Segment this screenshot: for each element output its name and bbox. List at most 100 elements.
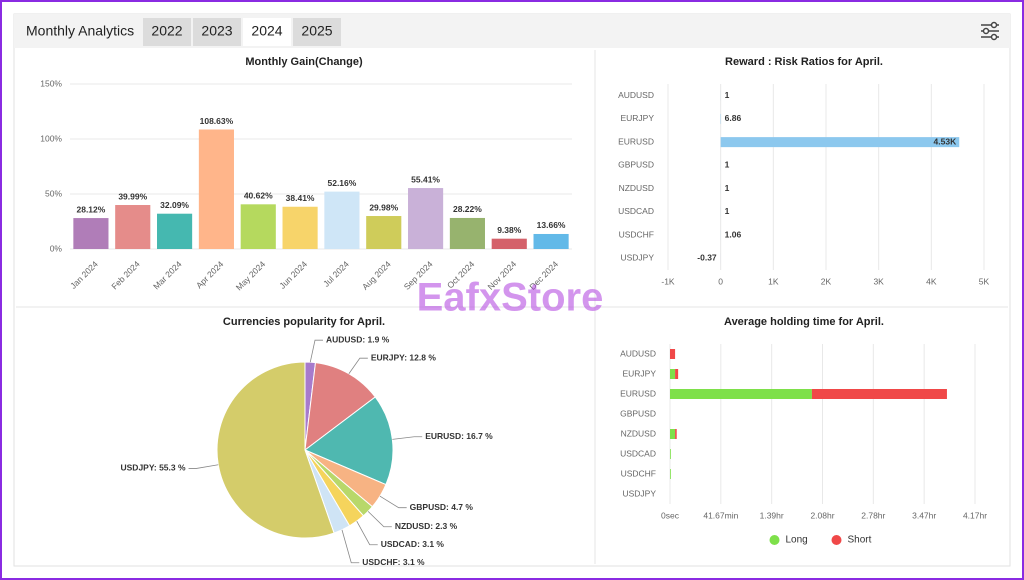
leader-line xyxy=(379,495,407,509)
leader-line xyxy=(188,464,219,469)
y-tick-label: 0% xyxy=(50,243,63,253)
data-label: AUDUSD: 1.9 % xyxy=(326,334,390,344)
tab-label[interactable]: 2024 xyxy=(251,23,282,39)
chart-title: Currencies popularity for April. xyxy=(223,316,385,328)
data-label: GBPUSD: 4.7 % xyxy=(410,502,474,512)
bar xyxy=(491,238,527,249)
x-tick-label: 3K xyxy=(873,276,884,286)
data-label: NZDUSD: 2.3 % xyxy=(395,521,458,531)
y-tick-label: USDJPY xyxy=(620,253,654,263)
data-label: EURJPY: 12.8 % xyxy=(371,352,436,362)
y-tick-label: AUDUSD xyxy=(618,90,654,100)
bar xyxy=(366,216,402,249)
y-tick-label: EURJPY xyxy=(620,113,654,123)
data-label: 29.98% xyxy=(369,202,398,212)
x-tick-label: 41.67min xyxy=(703,510,738,520)
bar-segment xyxy=(670,469,671,479)
leader-line xyxy=(341,529,360,564)
data-label: 32.09% xyxy=(160,200,189,210)
data-label: 9.38% xyxy=(497,225,522,235)
data-label: 39.99% xyxy=(118,191,147,201)
bar xyxy=(449,217,485,249)
bar-segment xyxy=(675,429,677,439)
bar xyxy=(198,129,234,249)
header-title: Monthly Analytics xyxy=(26,23,134,39)
data-label: 38.41% xyxy=(286,193,315,203)
y-tick-label: AUDUSD xyxy=(620,348,656,358)
bar-segment xyxy=(670,369,676,379)
chart-title: Monthly Gain(Change) xyxy=(245,56,363,68)
tab[interactable] xyxy=(293,18,341,46)
bar xyxy=(408,188,444,249)
data-label: USDJPY: 55.3 % xyxy=(121,463,186,473)
x-tick-label: 2K xyxy=(821,276,832,286)
data-label: 28.12% xyxy=(76,204,105,214)
data-label: 40.62% xyxy=(244,191,273,201)
data-label: -0.37 xyxy=(697,253,717,263)
tabs: 2022 2023 2024 2025 xyxy=(143,18,341,46)
data-label: 28.22% xyxy=(453,204,482,214)
data-label: 55.41% xyxy=(411,174,440,184)
tab[interactable] xyxy=(143,18,191,46)
bar-segment xyxy=(670,349,676,359)
leader-line xyxy=(309,339,323,363)
x-tick-label: 4K xyxy=(926,276,937,286)
bar xyxy=(533,233,569,249)
chart-title: Average holding time for April. xyxy=(724,316,884,328)
x-tick-label: 5K xyxy=(979,276,990,286)
data-label: 6.86 xyxy=(725,113,742,123)
data-label: 1 xyxy=(725,160,730,170)
bar xyxy=(157,213,193,249)
data-label: USDCAD: 3.1 % xyxy=(381,539,445,549)
bar-segment xyxy=(670,449,671,459)
data-label: 4.53K xyxy=(934,136,958,146)
x-tick-label: 1.39hr xyxy=(760,510,784,520)
legend-marker xyxy=(769,535,780,545)
bar xyxy=(324,191,360,249)
y-tick-label: USDCHF xyxy=(621,468,656,478)
data-label: USDCHF: 3.1 % xyxy=(362,557,425,567)
y-tick-label: USDCAD xyxy=(618,206,654,216)
data-label: 52.16% xyxy=(327,178,356,188)
y-tick-label: USDCAD xyxy=(620,448,656,458)
legend-label: Short xyxy=(848,535,872,546)
data-label: EURUSD: 16.7 % xyxy=(425,431,493,441)
y-tick-label: EURUSD xyxy=(620,388,656,398)
bar-segment xyxy=(811,389,947,399)
leader-line xyxy=(356,520,378,546)
bar-segment xyxy=(675,369,679,379)
y-tick-label: NZDUSD xyxy=(621,428,656,438)
pie-slice xyxy=(304,362,376,452)
bar-segment xyxy=(670,429,676,439)
tab-label[interactable]: 2025 xyxy=(301,23,332,39)
x-tick-label: 2.78hr xyxy=(861,510,885,520)
data-label: 13.66% xyxy=(537,220,566,230)
y-tick-label: EURJPY xyxy=(622,368,656,378)
bar xyxy=(720,137,960,148)
leader-line xyxy=(348,357,368,374)
bar xyxy=(115,205,151,249)
bar xyxy=(73,218,109,249)
panel xyxy=(13,13,1011,567)
tab[interactable] xyxy=(243,18,291,46)
x-tick-label: 0 xyxy=(718,276,723,286)
bar xyxy=(282,206,318,249)
data-label: 1 xyxy=(725,206,730,216)
y-tick-label: 100% xyxy=(40,133,62,143)
filter-icon[interactable] xyxy=(981,21,999,41)
bar xyxy=(240,204,276,249)
x-tick-label: 4.17hr xyxy=(963,510,987,520)
legend-marker xyxy=(831,535,842,545)
x-tick-label: -1K xyxy=(661,276,675,286)
tab-label[interactable]: 2022 xyxy=(151,23,182,39)
y-tick-label: USDJPY xyxy=(622,488,656,498)
y-tick-label: NZDUSD xyxy=(619,183,654,193)
y-tick-label: 50% xyxy=(45,188,62,198)
y-tick-label: EURUSD xyxy=(618,136,654,146)
tab[interactable] xyxy=(193,18,241,46)
x-tick-label: 3.47hr xyxy=(912,510,936,520)
tab-label[interactable]: 2023 xyxy=(201,23,232,39)
y-tick-label: 150% xyxy=(40,78,62,88)
